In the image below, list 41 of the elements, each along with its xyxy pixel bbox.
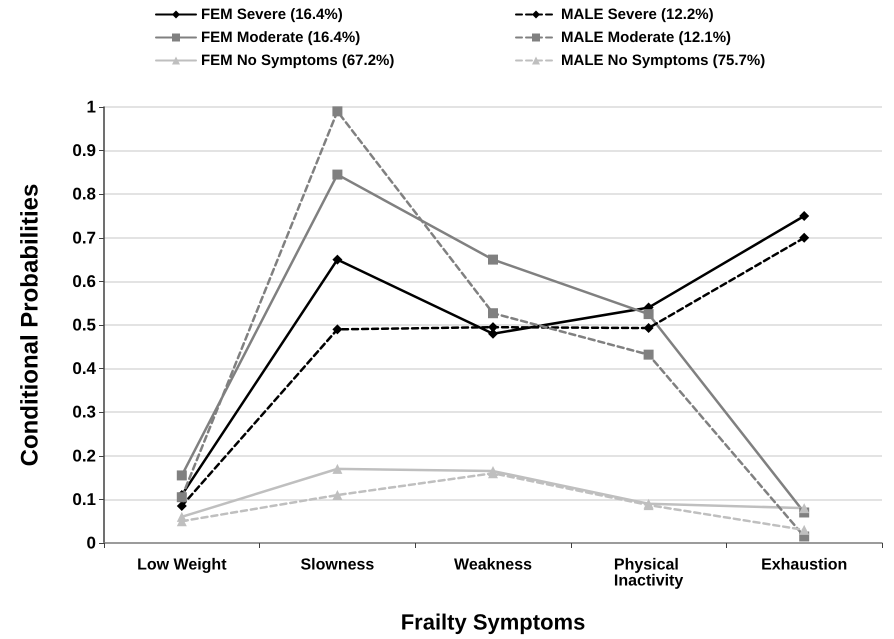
y-tick-label: 0.1	[72, 490, 96, 509]
legend-label: MALE Moderate (12.1%)	[561, 29, 732, 46]
y-tick-label: 0.9	[72, 141, 96, 160]
y-tick-label: 1	[86, 98, 96, 116]
point	[799, 211, 810, 221]
y-axis-title: Conditional Probabilities	[16, 184, 44, 466]
x-tick-label: Exhaustion	[761, 556, 848, 574]
legend-label: MALE No Symptoms (75.7%)	[561, 52, 766, 69]
point	[644, 323, 654, 334]
y-tick-label: 0.8	[72, 184, 96, 204]
point	[644, 309, 654, 320]
y-tick-label: 0.3	[72, 402, 96, 422]
y-tick-label: 0	[86, 534, 96, 552]
y-tick-label: 0.7	[72, 228, 96, 248]
point	[644, 350, 654, 360]
x-tick-label: Weakness	[454, 556, 532, 574]
y-tick-label: 0.6	[72, 272, 96, 291]
point	[488, 254, 498, 265]
point	[176, 500, 187, 511]
point	[332, 490, 342, 500]
point	[488, 308, 498, 318]
point	[176, 470, 187, 480]
point	[332, 324, 342, 334]
x-axis-title: Frailty Symptoms	[400, 610, 586, 634]
legend-label: FEM No Symptoms (67.2%)	[201, 52, 394, 69]
x-tick-label: Low Weight	[137, 556, 228, 574]
point	[332, 254, 342, 265]
y-tick-label: 0.4	[72, 359, 97, 378]
point	[799, 503, 810, 514]
point	[332, 106, 342, 116]
legend-label: FEM Severe (16.4%)	[201, 6, 343, 23]
point	[799, 232, 810, 243]
point	[332, 464, 342, 474]
point	[799, 524, 810, 535]
x-tick-label: Slowness	[300, 556, 374, 574]
y-tick-label: 0.5	[72, 316, 96, 334]
legend-label: FEM Moderate (16.4%)	[201, 29, 360, 46]
point	[332, 170, 342, 180]
legend-label: MALE Severe (12.2%)	[561, 6, 714, 23]
y-tick-label: 0.2	[72, 446, 96, 466]
x-tick-label: Physical Inactivity	[614, 556, 684, 590]
